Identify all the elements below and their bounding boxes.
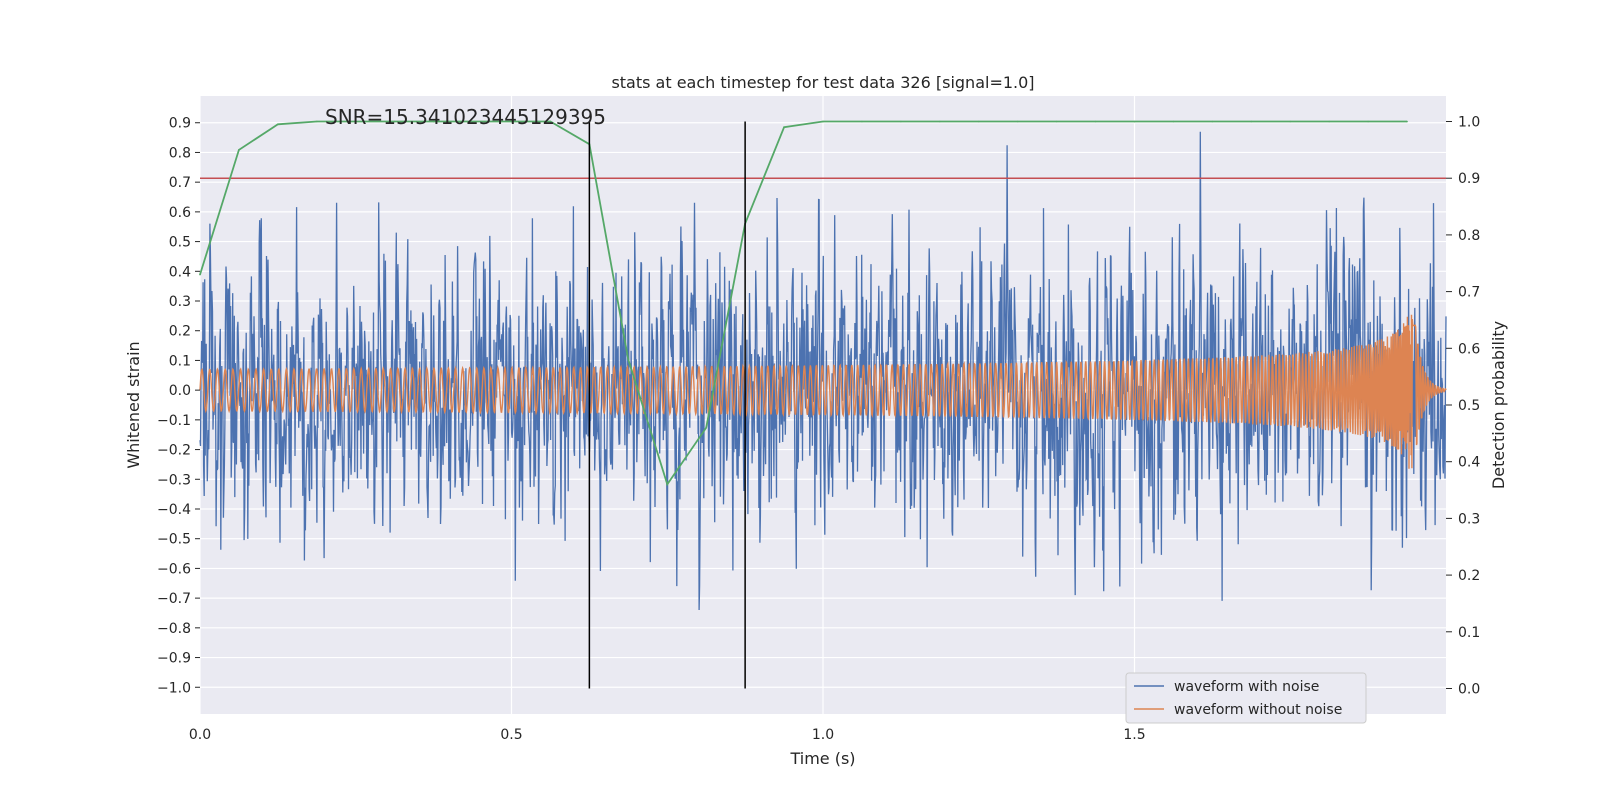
x-axis-label: Time (s) xyxy=(789,749,855,768)
y-tick-label: 0.0 xyxy=(169,383,191,399)
detection-probability-point xyxy=(1250,120,1253,123)
y-tick-label: 0.7 xyxy=(169,175,191,191)
y2-tick-label: 0.8 xyxy=(1458,228,1480,244)
detection-probability-point xyxy=(316,120,318,123)
legend: waveform with noise waveform without noi… xyxy=(1125,672,1367,724)
y-tick-label: −0.1 xyxy=(157,413,191,429)
y-tick-label: −0.3 xyxy=(157,472,191,488)
series-waveform-with-noise xyxy=(199,131,1447,611)
y2-tick-label: 0.0 xyxy=(1458,681,1480,697)
y2-tick-label: 0.3 xyxy=(1458,511,1480,527)
detection-probability-point xyxy=(783,126,785,128)
y2-tick-label: 0.2 xyxy=(1458,568,1480,584)
y2-tick-label: 0.7 xyxy=(1458,285,1480,301)
detection-probability-point xyxy=(549,120,552,123)
detection-probability-point xyxy=(393,120,396,123)
y-axis-label: Whitened strain xyxy=(124,341,143,468)
detection-probability-point xyxy=(1406,120,1408,123)
y-tick-label: 0.3 xyxy=(169,294,191,310)
detection-probability-point xyxy=(1289,120,1292,123)
detection-probability-point xyxy=(471,120,474,123)
detection-probability-point xyxy=(822,120,824,123)
series-layer xyxy=(199,120,1447,689)
series-waveform-without-noise xyxy=(199,314,1447,469)
y-tick-label: 0.6 xyxy=(169,205,191,221)
detection-probability-point xyxy=(1211,120,1214,123)
axes: −1.0 −0.9 −0.8 −0.7 −0.6 −0.5 −0.4 −0.3 −0.2 −0.1… xyxy=(157,115,1480,743)
y2-axis-label: Detection probability xyxy=(1489,321,1508,489)
detection-probability-point xyxy=(354,120,357,123)
y-tick-label: −0.4 xyxy=(157,502,191,518)
detection-probability-point xyxy=(1133,120,1136,123)
detection-probability-point xyxy=(199,273,201,276)
detection-probability-point xyxy=(277,123,279,126)
legend-label-clean: waveform without noise xyxy=(1174,702,1342,718)
y-tick-label: 0.5 xyxy=(169,235,191,251)
x-tick-label: 0.0 xyxy=(189,727,211,743)
legend-box xyxy=(1125,672,1367,724)
y-tick-label: −0.8 xyxy=(157,621,191,637)
y2-tick-label: 0.6 xyxy=(1458,341,1480,357)
detection-probability-point xyxy=(1367,120,1369,123)
y2-tick-label: 0.9 xyxy=(1458,171,1480,187)
y-tick-label: −0.6 xyxy=(157,561,191,577)
legend-label-noise: waveform with noise xyxy=(1174,679,1319,695)
detection-probability-point xyxy=(900,120,902,123)
detection-probability-point xyxy=(510,120,513,123)
y2-tick-label: 1.0 xyxy=(1458,115,1480,131)
detection-probability-point xyxy=(1328,120,1330,123)
series-detection-probability xyxy=(199,120,1408,487)
y-tick-label: 0.9 xyxy=(169,116,191,132)
y2-tick-label: 0.5 xyxy=(1458,398,1480,414)
y-tick-label: −0.9 xyxy=(157,651,191,667)
y-tick-label: −0.7 xyxy=(157,591,191,607)
chart-title: stats at each timestep for test data 326… xyxy=(611,73,1034,92)
y-tick-label: −0.2 xyxy=(157,443,191,459)
y-tick-label: 0.2 xyxy=(169,324,191,340)
detection-probability-point xyxy=(1055,120,1058,123)
x-tick-label: 0.5 xyxy=(500,727,522,743)
y-tick-label: 0.1 xyxy=(169,353,191,369)
detection-probability-point xyxy=(1016,120,1019,123)
x-tick-label: 1.5 xyxy=(1123,727,1145,743)
detection-probability-point xyxy=(939,120,941,123)
detection-probability-point xyxy=(977,120,980,123)
detection-probability-point xyxy=(1094,120,1097,123)
y-tick-label: −1.0 xyxy=(157,680,191,696)
detection-probability-point xyxy=(627,358,630,361)
y2-tick-label: 0.4 xyxy=(1458,455,1480,471)
detection-probability-point xyxy=(861,120,863,123)
detection-probability-point xyxy=(666,483,669,486)
y2-tick-label: 0.1 xyxy=(1458,625,1480,641)
detection-probability-point xyxy=(1172,120,1175,123)
y-tick-label: −0.5 xyxy=(157,532,191,548)
x-tick-label: 1.0 xyxy=(812,727,834,743)
detection-probability-point xyxy=(432,120,435,123)
snr-annotation: SNR=15.341023445129395 xyxy=(325,105,606,129)
y-tick-label: 0.8 xyxy=(169,145,191,161)
detection-probability-point xyxy=(705,426,707,429)
detection-probability-point xyxy=(238,149,240,151)
y-tick-label: 0.4 xyxy=(169,264,191,280)
